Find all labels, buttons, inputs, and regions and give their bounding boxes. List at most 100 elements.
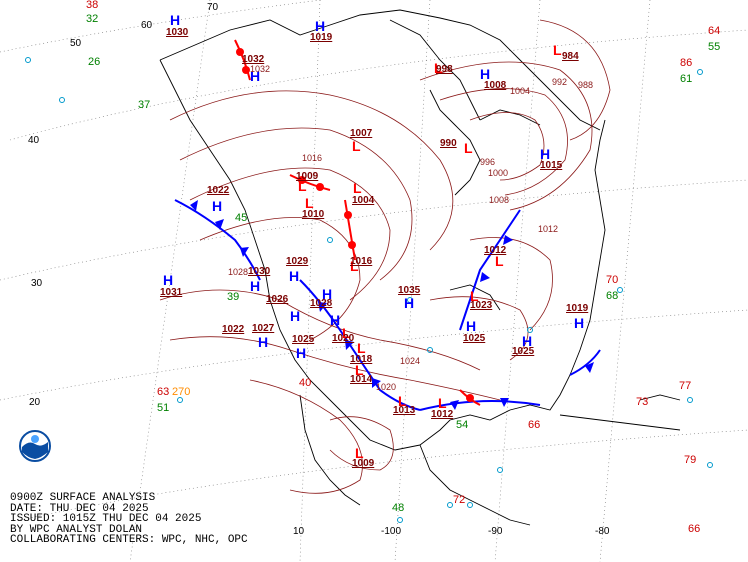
- low-center-pressure: 1014: [350, 374, 373, 385]
- high-center-letter: H: [322, 286, 333, 302]
- low-center-pressure: 1020: [332, 333, 355, 344]
- station-value: 77: [679, 380, 692, 392]
- station-value: 66: [528, 419, 541, 431]
- low-center-pressure: 1012: [431, 409, 454, 420]
- isobar-label: 1004: [510, 86, 531, 96]
- station-value: 55: [708, 41, 721, 53]
- station-value: 39: [227, 291, 240, 303]
- station-value: 270: [172, 386, 191, 398]
- low-center-letter: L: [357, 340, 366, 356]
- lat-label-40: 40: [28, 135, 40, 146]
- low-center-pressure: 1013: [393, 405, 416, 416]
- lat-label-50: 50: [70, 38, 82, 49]
- high-center-letter: H: [466, 318, 477, 334]
- low-center-letter: L: [298, 178, 307, 194]
- cold-fronts: [174, 199, 601, 411]
- station-value: 79: [684, 454, 697, 466]
- isobars: [159, 19, 611, 494]
- low-center-letter: L: [434, 60, 443, 76]
- high-center-letter: H: [315, 18, 326, 34]
- isobar-label: 1020: [376, 382, 397, 392]
- low-center-letter: L: [352, 138, 361, 154]
- high-center-pressure: 1029: [286, 256, 309, 267]
- station-value: 70: [606, 274, 619, 286]
- station-value: 40: [299, 377, 312, 389]
- low-center-pressure: 990: [440, 138, 457, 149]
- lat-label-70: 70: [207, 2, 219, 13]
- lat-label-30: 30: [31, 278, 43, 289]
- high-center-letter: H: [250, 68, 261, 84]
- lat-label-20: 20: [29, 397, 41, 408]
- station-value: 63: [157, 386, 170, 398]
- station-value: 54: [456, 419, 469, 431]
- high-center-letter: H: [258, 334, 269, 350]
- high-center-letter: H: [163, 272, 174, 288]
- station-value: 72: [453, 494, 466, 506]
- lon-label-80: -80: [595, 526, 610, 537]
- high-center-pressure: 1030: [248, 266, 271, 277]
- low-center-letter: L: [342, 325, 351, 341]
- high-center-letter: H: [296, 345, 307, 361]
- low-center-letter: L: [438, 395, 447, 411]
- high-center-pressure: 1025: [292, 334, 315, 345]
- low-center-letter: L: [355, 362, 364, 378]
- high-center-pressure: 1025: [463, 333, 486, 344]
- low-center-letter: L: [553, 42, 562, 58]
- lon-label-90: -90: [488, 526, 503, 537]
- station-value: 37: [138, 99, 151, 111]
- station-value: 45: [235, 212, 248, 224]
- footer-centers: COLLABORATING CENTERS: WPC, NHC, OPC: [10, 534, 248, 546]
- station-value: 26: [88, 56, 101, 68]
- high-center-pressure: 1028: [310, 298, 333, 309]
- station-value: 86: [680, 57, 693, 69]
- high-center-pressure: 1008: [484, 80, 507, 91]
- station-value: 64: [708, 25, 721, 37]
- station-value: 73: [636, 396, 649, 408]
- high-center-letter: H: [480, 66, 491, 82]
- high-center-pressure: 1030: [166, 27, 189, 38]
- high-center-pressure: 1035: [398, 285, 421, 296]
- isobar-label: 1028: [228, 267, 249, 277]
- station-value: 61: [680, 73, 693, 85]
- high-center-pressure: 1015: [540, 160, 563, 171]
- isobar-label: 1016: [302, 153, 323, 163]
- lat-label-60: 60: [141, 20, 153, 31]
- isobar-label: 1000: [488, 168, 509, 178]
- high-center-letter: H: [522, 333, 533, 349]
- high-center-pressure: 1022: [222, 324, 245, 335]
- low-center-pressure: 1009: [352, 458, 375, 469]
- high-center-pressure: 1025: [512, 346, 535, 357]
- low-center-pressure: 1004: [352, 195, 375, 206]
- low-center-pressure: 1010: [302, 209, 325, 220]
- high-center-pressure: 1019: [310, 32, 333, 43]
- high-center-letter: H: [574, 315, 585, 331]
- warm-front-semicircles: [236, 48, 474, 402]
- isobar-label: 996: [480, 157, 496, 167]
- footer-issued: ISSUED: 1015Z THU DEC 04 2025: [10, 513, 202, 525]
- low-center-pressure: 1016: [350, 256, 373, 267]
- analysis-footer: 0900Z SURFACE ANALYSIS DATE: THU DEC 04 …: [10, 493, 248, 546]
- low-center-pressure: 984: [562, 51, 579, 62]
- high-center-letter: H: [212, 198, 223, 214]
- station-value: 38: [86, 0, 99, 11]
- isobar-label: 1012: [538, 224, 559, 234]
- lat-label-10: 10: [293, 526, 305, 537]
- noaa-logo-icon: [19, 430, 51, 462]
- high-center-letter: H: [290, 308, 301, 324]
- station-value: 66: [688, 523, 701, 535]
- isobar-label: 1008: [489, 195, 510, 205]
- high-center-pressure: 1022: [207, 185, 230, 196]
- high-center-letter: H: [330, 312, 341, 328]
- low-center-letter: L: [464, 140, 473, 156]
- low-center-pressure: 1023: [470, 300, 493, 311]
- low-center-pressure: 1007: [350, 128, 373, 139]
- high-center-pressure: 1019: [566, 303, 589, 314]
- isobar-label: 1024: [400, 356, 421, 366]
- isobar-label: 988: [578, 80, 594, 90]
- cold-front-triangles: [190, 200, 594, 410]
- high-center-letter: H: [404, 295, 415, 311]
- footer-title: 0900Z SURFACE ANALYSIS: [10, 492, 156, 504]
- low-center-pressure: 1012: [484, 245, 507, 256]
- station-value: 48: [392, 502, 405, 514]
